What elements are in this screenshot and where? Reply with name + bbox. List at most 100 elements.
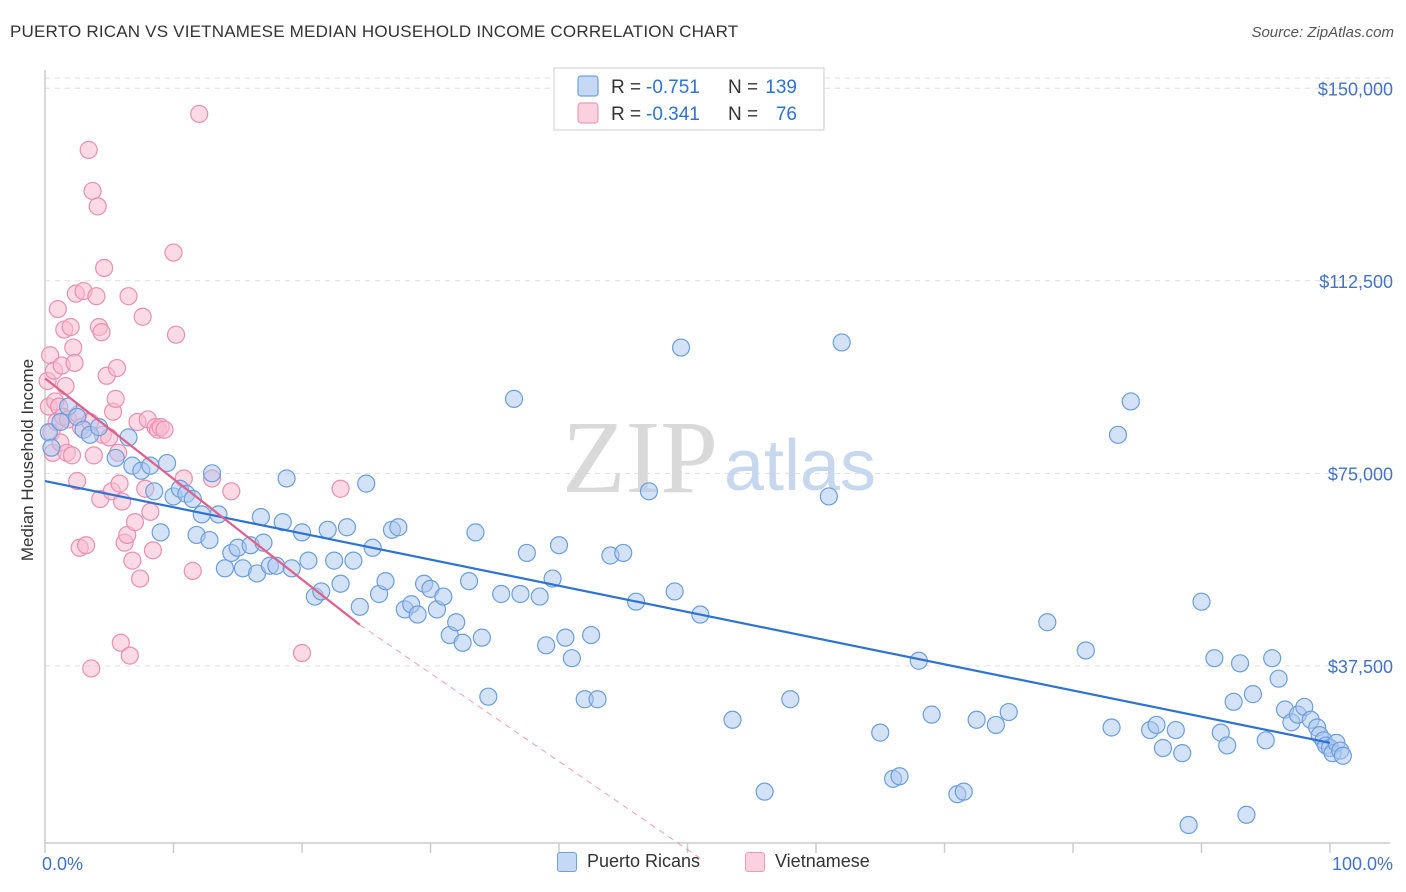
puerto-rican-point bbox=[1192, 592, 1211, 611]
vietnamese-point bbox=[292, 643, 312, 663]
puerto-rican-point bbox=[819, 487, 838, 506]
puerto-rican-point bbox=[723, 710, 742, 729]
legend-swatch-vietnamese bbox=[577, 102, 599, 124]
puerto-rican-point bbox=[1205, 649, 1224, 668]
series-label-puerto-ricans: Puerto Ricans bbox=[587, 851, 701, 871]
puerto-rican-point bbox=[151, 523, 170, 542]
puerto-rican-point bbox=[1256, 731, 1275, 750]
puerto-rican-point bbox=[1108, 425, 1128, 444]
puerto-rican-point bbox=[562, 649, 581, 668]
puerto-rican-point bbox=[299, 551, 318, 570]
x-tick-label-min: 0.0% bbox=[42, 854, 83, 874]
watermark-zip: ZIP bbox=[562, 400, 718, 515]
legend-r-value-2: -0.341 bbox=[646, 104, 700, 125]
puerto-rican-point bbox=[1237, 805, 1256, 824]
puerto-rican-point bbox=[530, 587, 549, 606]
vietnamese-point bbox=[133, 307, 152, 326]
puerto-rican-point bbox=[389, 518, 408, 537]
vietnamese-point bbox=[331, 479, 350, 498]
series-swatch-vietnamese bbox=[745, 851, 765, 872]
vietnamese-point bbox=[110, 474, 129, 493]
puerto-rican-point bbox=[588, 690, 607, 709]
vietnamese-point bbox=[87, 287, 106, 306]
puerto-rican-point bbox=[376, 572, 395, 591]
puerto-rican-point bbox=[1173, 744, 1192, 763]
puerto-rican-point bbox=[202, 464, 222, 483]
puerto-rican-point bbox=[215, 559, 234, 578]
puerto-rican-point bbox=[408, 605, 427, 624]
vietnamese-point bbox=[77, 536, 96, 555]
watermark-atlas: atlas bbox=[724, 426, 876, 506]
puerto-rican-points bbox=[39, 333, 1352, 835]
puerto-rican-point bbox=[1243, 685, 1263, 704]
stats-legend: R = -0.751 N = 139 R = -0.341 N = 76 bbox=[553, 67, 825, 131]
vietnamese-trend-line bbox=[44, 377, 361, 626]
puerto-rican-point bbox=[183, 489, 202, 509]
vietnamese-point bbox=[106, 389, 125, 408]
y-tick-label: $75,000 bbox=[1328, 464, 1393, 484]
x-tick-label-max: 100.0% bbox=[1332, 854, 1393, 874]
vietnamese-point bbox=[143, 541, 163, 560]
puerto-rican-point bbox=[537, 636, 556, 655]
tick-labels: $37,500 $75,000 $112,500 $150,000 0.0% 100.0% bbox=[42, 79, 1393, 874]
puerto-rican-point bbox=[665, 582, 684, 601]
puerto-rican-point bbox=[954, 782, 973, 801]
puerto-rican-point bbox=[1153, 738, 1173, 758]
puerto-rican-point bbox=[1147, 715, 1166, 735]
puerto-rican-point bbox=[999, 702, 1018, 722]
puerto-rican-point bbox=[781, 690, 800, 709]
puerto-rican-point bbox=[106, 448, 125, 468]
legend-n-label-2: N = bbox=[728, 104, 758, 125]
puerto-rican-point bbox=[318, 520, 337, 539]
vietnamese-trend-extension bbox=[359, 624, 701, 859]
puerto-rican-point bbox=[922, 705, 941, 724]
puerto-rican-point bbox=[312, 582, 331, 601]
puerto-rican-point bbox=[614, 543, 633, 563]
vietnamese-point bbox=[56, 376, 75, 396]
stats-legend-box bbox=[553, 67, 825, 131]
legend-r-label-1: R = bbox=[611, 77, 641, 98]
vietnamese-point bbox=[130, 569, 150, 588]
puerto-rican-point bbox=[51, 412, 70, 432]
puerto-rican-point bbox=[671, 338, 691, 357]
series-legend-puerto-ricans: Puerto Ricans bbox=[557, 851, 700, 872]
puerto-rican-point bbox=[1102, 718, 1121, 737]
vietnamese-point bbox=[65, 353, 84, 373]
legend-swatch-puerto-ricans bbox=[577, 75, 599, 97]
grid-lines bbox=[45, 77, 1390, 667]
puerto-rican-point bbox=[200, 530, 219, 550]
trend-lines bbox=[44, 377, 1331, 859]
puerto-rican-point bbox=[466, 523, 485, 542]
puerto-rican-point bbox=[350, 597, 369, 616]
series-legend-vietnamese: Vietnamese bbox=[745, 851, 870, 872]
vietnamese-point bbox=[84, 446, 103, 465]
puerto-rican-point bbox=[277, 469, 296, 488]
chart-title: PUERTO RICAN VS VIETNAMESE MEDIAN HOUSEH… bbox=[10, 22, 739, 41]
legend-r-label-2: R = bbox=[611, 104, 641, 125]
puerto-rican-point bbox=[459, 572, 479, 591]
legend-n-value-1: 139 bbox=[765, 77, 797, 98]
puerto-rican-point bbox=[472, 628, 491, 647]
puerto-rican-point bbox=[755, 782, 774, 801]
puerto-rican-point bbox=[157, 453, 177, 473]
puerto-rican-point bbox=[273, 513, 292, 532]
puerto-rican-point bbox=[986, 715, 1006, 735]
puerto-rican-point bbox=[1224, 692, 1243, 711]
vietnamese-point bbox=[92, 323, 111, 342]
vietnamese-point bbox=[183, 561, 202, 580]
vietnamese-point bbox=[222, 482, 241, 501]
puerto-rican-point bbox=[890, 767, 909, 786]
vietnamese-point bbox=[141, 502, 160, 521]
puerto-rican-point bbox=[871, 723, 890, 742]
vietnamese-point bbox=[125, 513, 145, 532]
puerto-rican-point bbox=[1333, 746, 1352, 765]
vietnamese-point bbox=[111, 633, 130, 652]
puerto-rican-point bbox=[344, 551, 363, 570]
puerto-rican-point bbox=[639, 482, 659, 501]
vietnamese-point bbox=[62, 446, 82, 465]
puerto-rican-trend-line bbox=[44, 479, 1331, 744]
vietnamese-point bbox=[68, 471, 87, 491]
puerto-rican-point bbox=[1179, 815, 1198, 835]
puerto-rican-point bbox=[453, 633, 472, 652]
puerto-rican-point bbox=[1076, 641, 1095, 660]
